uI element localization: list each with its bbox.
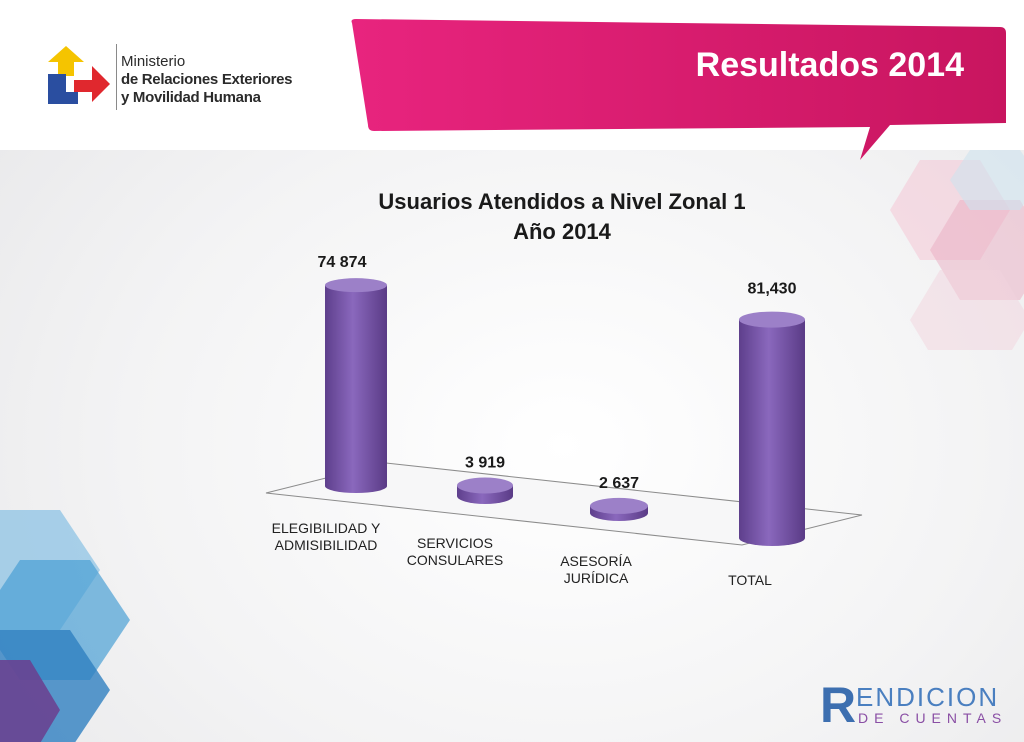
category-label-3-0: TOTAL xyxy=(728,572,772,588)
category-label-2-1: JURÍDICA xyxy=(564,570,629,586)
rendicion-de-cuentas-logo: R ENDICION DE CUENTAS xyxy=(820,680,1010,730)
ministry-line-3: y Movilidad Humana xyxy=(121,89,261,106)
bar-0 xyxy=(325,285,387,493)
decor-shapes-right xyxy=(890,150,1024,350)
category-label-0-1: ADMISIBILIDAD xyxy=(275,537,378,553)
slide-title: Resultados 2014 xyxy=(695,46,964,84)
category-label-1-0: SERVICIOS xyxy=(417,535,493,551)
bar-top-3 xyxy=(739,311,805,328)
category-label-1-1: CONSULARES xyxy=(407,552,503,568)
decor-shapes-left xyxy=(0,510,130,742)
chart-title-line-1: Usuarios Atendidos a Nivel Zonal 1 xyxy=(378,189,746,214)
bar-3 xyxy=(739,319,805,546)
ministry-line-1: Ministerio xyxy=(121,53,186,70)
data-label-3: 81,430 xyxy=(748,281,797,298)
data-label-0: 74 874 xyxy=(318,254,367,271)
data-label-2: 2 637 xyxy=(599,475,639,492)
category-label-0-0: ELEGIBILIDAD Y xyxy=(272,520,381,536)
title-banner xyxy=(351,19,1006,160)
ministry-line-2: de Relaciones Exteriores xyxy=(121,71,293,88)
brand-r: R xyxy=(820,677,857,733)
ministry-name: Ministerio de Relaciones Exteriores y Mo… xyxy=(121,53,293,107)
brand-top-text: ENDICION xyxy=(856,682,1000,712)
bar-top-1 xyxy=(457,477,513,494)
data-label-1: 3 919 xyxy=(465,454,505,471)
logo-divider xyxy=(116,44,117,110)
chart-title: Usuarios Atendidos a Nivel Zonal 1 Año 2… xyxy=(312,187,812,247)
chart-title-line-2: Año 2014 xyxy=(513,219,611,244)
brand-bottom-text: DE CUENTAS xyxy=(858,710,1008,726)
bar-top-2 xyxy=(590,497,648,514)
bar-top-0 xyxy=(325,278,387,293)
category-label-2-0: ASESORÍA xyxy=(560,553,632,569)
ministry-logo-icon xyxy=(48,46,110,104)
